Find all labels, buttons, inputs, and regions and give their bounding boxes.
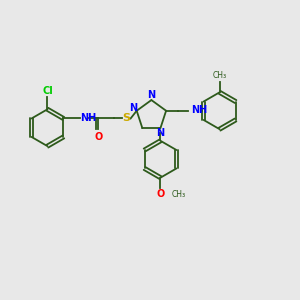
Text: CH₃: CH₃ bbox=[212, 71, 227, 80]
Text: NH: NH bbox=[80, 113, 96, 124]
Text: CH₃: CH₃ bbox=[172, 190, 186, 200]
Text: N: N bbox=[129, 103, 137, 113]
Text: O: O bbox=[94, 132, 102, 142]
Text: S: S bbox=[122, 113, 130, 124]
Text: NH: NH bbox=[191, 105, 208, 115]
Text: N: N bbox=[156, 128, 164, 138]
Text: O: O bbox=[156, 189, 165, 199]
Text: Cl: Cl bbox=[42, 86, 53, 96]
Text: N: N bbox=[147, 90, 155, 100]
